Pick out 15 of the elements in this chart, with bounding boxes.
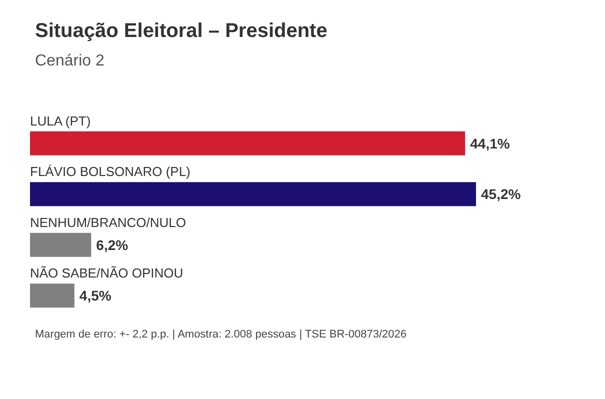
bar <box>30 182 476 206</box>
y-tick-label: NÃO SABE/NÃO OPINOU <box>30 266 184 281</box>
bar <box>30 131 466 156</box>
y-tick-label: NENHUM/BRANCO/NULO <box>30 214 186 230</box>
bar <box>30 284 74 308</box>
data-label: 44,1% <box>470 135 510 152</box>
chart-subtitle: Cenário 2 <box>35 52 104 70</box>
data-label: 45,2% <box>481 186 522 202</box>
data-label: 4,5% <box>79 288 112 304</box>
data-label: 6,2% <box>96 236 129 253</box>
bar <box>30 232 92 257</box>
y-tick-label: LULA (PT) <box>30 113 91 128</box>
y-tick-label: FLÁVIO BOLSONARO (PL) <box>30 164 190 180</box>
chart-title: Situação Eleitoral – Presidente <box>35 20 328 42</box>
text: Margem de erro: +- 2,2 p.p. | Amostra: 2.008 pessoas | TSE BR-00873/2026 <box>35 328 406 340</box>
